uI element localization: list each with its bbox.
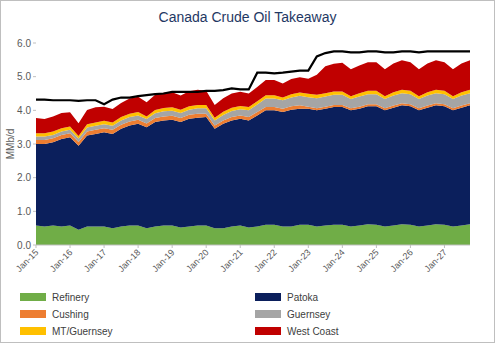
x-axis — [36, 245, 470, 246]
y-tick-label: 6.0 — [17, 38, 31, 49]
x-tick-label: Jan-21 — [218, 247, 245, 274]
x-tick — [138, 245, 139, 248]
y-tick-label: 5.0 — [17, 71, 31, 82]
line — [36, 51, 470, 104]
legend-label: Guernsey — [287, 309, 330, 320]
chart: Canada Crude Oil Takeaway MMb/d 0.0 1.0 2.0 3… — [0, 0, 495, 343]
x-tick-label: Jan-20 — [184, 247, 211, 274]
legend-swatch — [255, 293, 281, 301]
title: Canada Crude Oil Takeaway — [159, 9, 337, 25]
x-tick-label: Jan-26 — [388, 247, 415, 274]
area — [36, 224, 470, 245]
x-tick — [104, 245, 105, 248]
x-tick-label: Jan-25 — [354, 247, 381, 274]
legend-swatch — [20, 293, 46, 301]
area — [36, 60, 470, 136]
y-tick — [33, 211, 36, 212]
legend-label: West Coast — [287, 326, 339, 337]
frame — [1, 1, 495, 343]
y-axis-label: MMb/d — [5, 129, 16, 160]
legend-swatch — [255, 327, 281, 335]
legend-swatch — [20, 310, 46, 318]
y-tick-label: 0.0 — [17, 240, 31, 251]
y-tick-label: 3.0 — [17, 139, 31, 150]
y-tick — [33, 144, 36, 145]
y-tick — [33, 110, 36, 111]
y-tick-label: 2.0 — [17, 172, 31, 183]
legend-label: Refinery — [52, 292, 89, 303]
legend-swatch — [255, 310, 281, 318]
x-tick-label: Jan-19 — [150, 247, 177, 274]
x-tick — [410, 245, 411, 248]
y-tick-label: 1.0 — [17, 206, 31, 217]
x-tick-label: Jan-17 — [82, 247, 109, 274]
legend-label: Patoka — [287, 292, 319, 303]
x-tick — [274, 245, 275, 248]
legend-swatch — [20, 327, 46, 335]
y-tick — [33, 177, 36, 178]
x-tick — [308, 245, 309, 248]
x-tick — [376, 245, 377, 248]
x-tick — [70, 245, 71, 248]
x-tick-label: Jan-16 — [48, 247, 75, 274]
x-tick-label: Jan-23 — [286, 247, 313, 274]
x-tick — [36, 245, 37, 248]
x-tick-label: Jan-15 — [14, 247, 41, 274]
x-tick-label: Jan-27 — [422, 247, 449, 274]
legend-label: Cushing — [52, 309, 89, 320]
x-tick — [240, 245, 241, 248]
y-tick-label: 4.0 — [17, 105, 31, 116]
x-tick — [172, 245, 173, 248]
y-tick — [33, 76, 36, 77]
x-tick — [342, 245, 343, 248]
legend-label: MT/Guernsey — [52, 326, 113, 337]
plot-area — [36, 51, 470, 245]
x-tick — [444, 245, 445, 248]
x-tick-label: Jan-22 — [252, 247, 279, 274]
x-tick — [206, 245, 207, 248]
x-tick-label: Jan-18 — [116, 247, 143, 274]
x-tick-label: Jan-24 — [320, 247, 347, 274]
y-tick — [33, 43, 36, 44]
